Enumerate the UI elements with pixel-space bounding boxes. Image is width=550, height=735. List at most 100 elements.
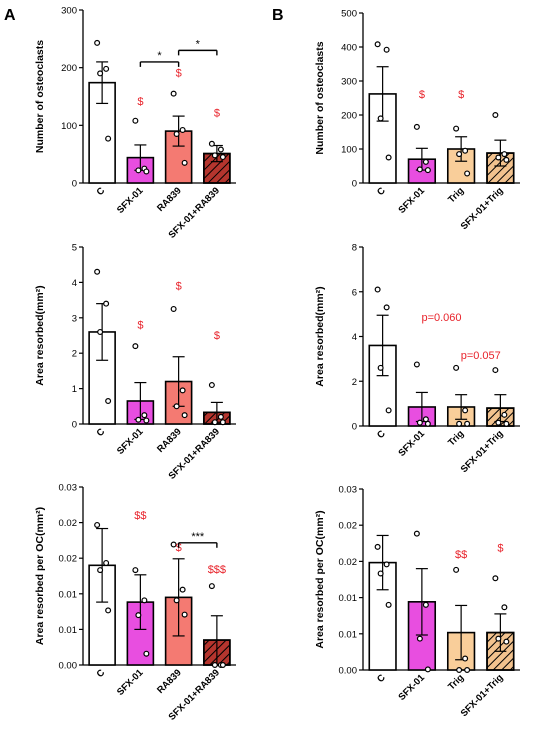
y-tick-label: 0.03 [339, 485, 358, 496]
data-point [97, 567, 104, 574]
data-point [103, 300, 110, 307]
data-point [424, 420, 431, 427]
chart-2: 0.00 0.01 0.01 0.02 0.02 0.03 Area resorbed pe… [34, 483, 236, 723]
y-tick-label: 400 [341, 43, 357, 54]
data-point [143, 417, 150, 424]
data-point [211, 661, 218, 668]
y-axis-label: Area resorbed per OC(mm²) [34, 507, 46, 645]
chart-4: 0 2 4 6 8 Area resorbed(mm²) C SFX-01 TrigSFX-01… [314, 243, 520, 475]
significance-annotation: $ [176, 280, 182, 292]
data-point [495, 635, 502, 642]
category-label: RA839 [155, 426, 184, 455]
data-point [173, 130, 180, 137]
data-point [181, 159, 188, 166]
data-point [503, 156, 510, 163]
data-point [94, 39, 101, 46]
y-tick-label: 0.02 [59, 554, 78, 565]
y-tick-label: 3 [72, 313, 77, 324]
data-point [383, 304, 390, 311]
significance-annotation: p=0.057 [461, 350, 501, 362]
y-tick-label: 200 [61, 63, 77, 74]
data-point [374, 286, 381, 293]
significance-annotation: $ [137, 319, 143, 331]
y-tick-label: 2 [72, 349, 77, 360]
y-tick-label: 6 [352, 287, 357, 298]
significance-annotation: $ [176, 542, 182, 554]
data-point [94, 521, 101, 528]
data-point [97, 70, 104, 77]
panel-label-b: B [272, 7, 284, 24]
category-label: SFX-01 [115, 667, 146, 698]
data-point [208, 382, 215, 389]
significance-annotation: p=0.060 [421, 312, 461, 324]
y-tick-label: 0.01 [59, 589, 78, 600]
data-point [413, 530, 420, 537]
category-label: C [95, 426, 108, 439]
category-label: SFX-01+Trig [459, 185, 506, 232]
data-point [413, 361, 420, 368]
significance-annotation: $ [214, 330, 220, 342]
data-point [464, 170, 471, 177]
y-tick-label: 0 [352, 179, 357, 190]
y-tick-label: 0.02 [59, 518, 78, 529]
category-label: SFX-01 [396, 185, 427, 216]
data-point [385, 154, 392, 161]
data-point [416, 166, 423, 173]
data-point [105, 135, 112, 142]
data-point [501, 411, 508, 418]
y-tick-label: 0 [352, 422, 357, 433]
category-label: SFX-01+Trig [459, 428, 506, 475]
data-point [170, 305, 177, 312]
data-point [377, 570, 384, 577]
y-tick-label: 0.01 [59, 625, 78, 636]
data-point [503, 638, 510, 645]
y-tick-label: 0.02 [339, 557, 358, 568]
data-point [132, 343, 139, 350]
data-point [456, 151, 463, 158]
data-point [141, 412, 148, 419]
y-tick-label: 5 [72, 243, 77, 254]
chart-5: 0.00 0.01 0.01 0.02 0.02 0.03 Area resorbed pe… [314, 485, 520, 719]
data-point [462, 147, 469, 154]
data-point [211, 152, 218, 159]
y-tick-label: 2 [352, 377, 357, 388]
data-point [135, 167, 142, 174]
data-point [495, 154, 502, 161]
y-tick-label: 200 [341, 111, 357, 122]
bar-SFX-01 [407, 601, 437, 671]
data-point [94, 268, 101, 275]
data-point [374, 543, 381, 550]
y-tick-label: 4 [352, 332, 357, 343]
y-tick-label: 8 [352, 243, 357, 254]
y-tick-label: 0.00 [339, 666, 358, 677]
data-point [219, 154, 226, 161]
data-point [464, 420, 471, 427]
data-point [456, 666, 463, 673]
category-label: SFX-01 [115, 426, 146, 457]
chart-0: 0 100 200 300 Number of osteoclasts C SFX-01 RA… [34, 6, 236, 241]
category-label: C [95, 667, 108, 680]
data-point [416, 635, 423, 642]
data-point [501, 604, 508, 611]
significance-annotation: $$ [455, 549, 467, 561]
data-point [132, 117, 139, 124]
data-point [103, 65, 110, 72]
data-point [179, 126, 186, 133]
category-label: C [375, 428, 388, 441]
data-point [105, 397, 112, 404]
data-point [219, 419, 226, 426]
category-label: SFX-01 [396, 672, 427, 703]
category-label: SFX-01+Trig [459, 672, 506, 719]
data-point [208, 140, 215, 147]
significance-annotation: $$ [134, 510, 146, 522]
data-point [495, 419, 502, 426]
category-label: Trig [446, 428, 466, 448]
significance-stars: *** [191, 531, 205, 543]
data-point [385, 407, 392, 414]
data-point [413, 123, 420, 130]
y-tick-label: 0 [72, 420, 77, 431]
significance-annotation: $$$ [208, 564, 226, 576]
data-point [492, 367, 499, 374]
data-point [464, 666, 471, 673]
data-point [143, 168, 150, 175]
